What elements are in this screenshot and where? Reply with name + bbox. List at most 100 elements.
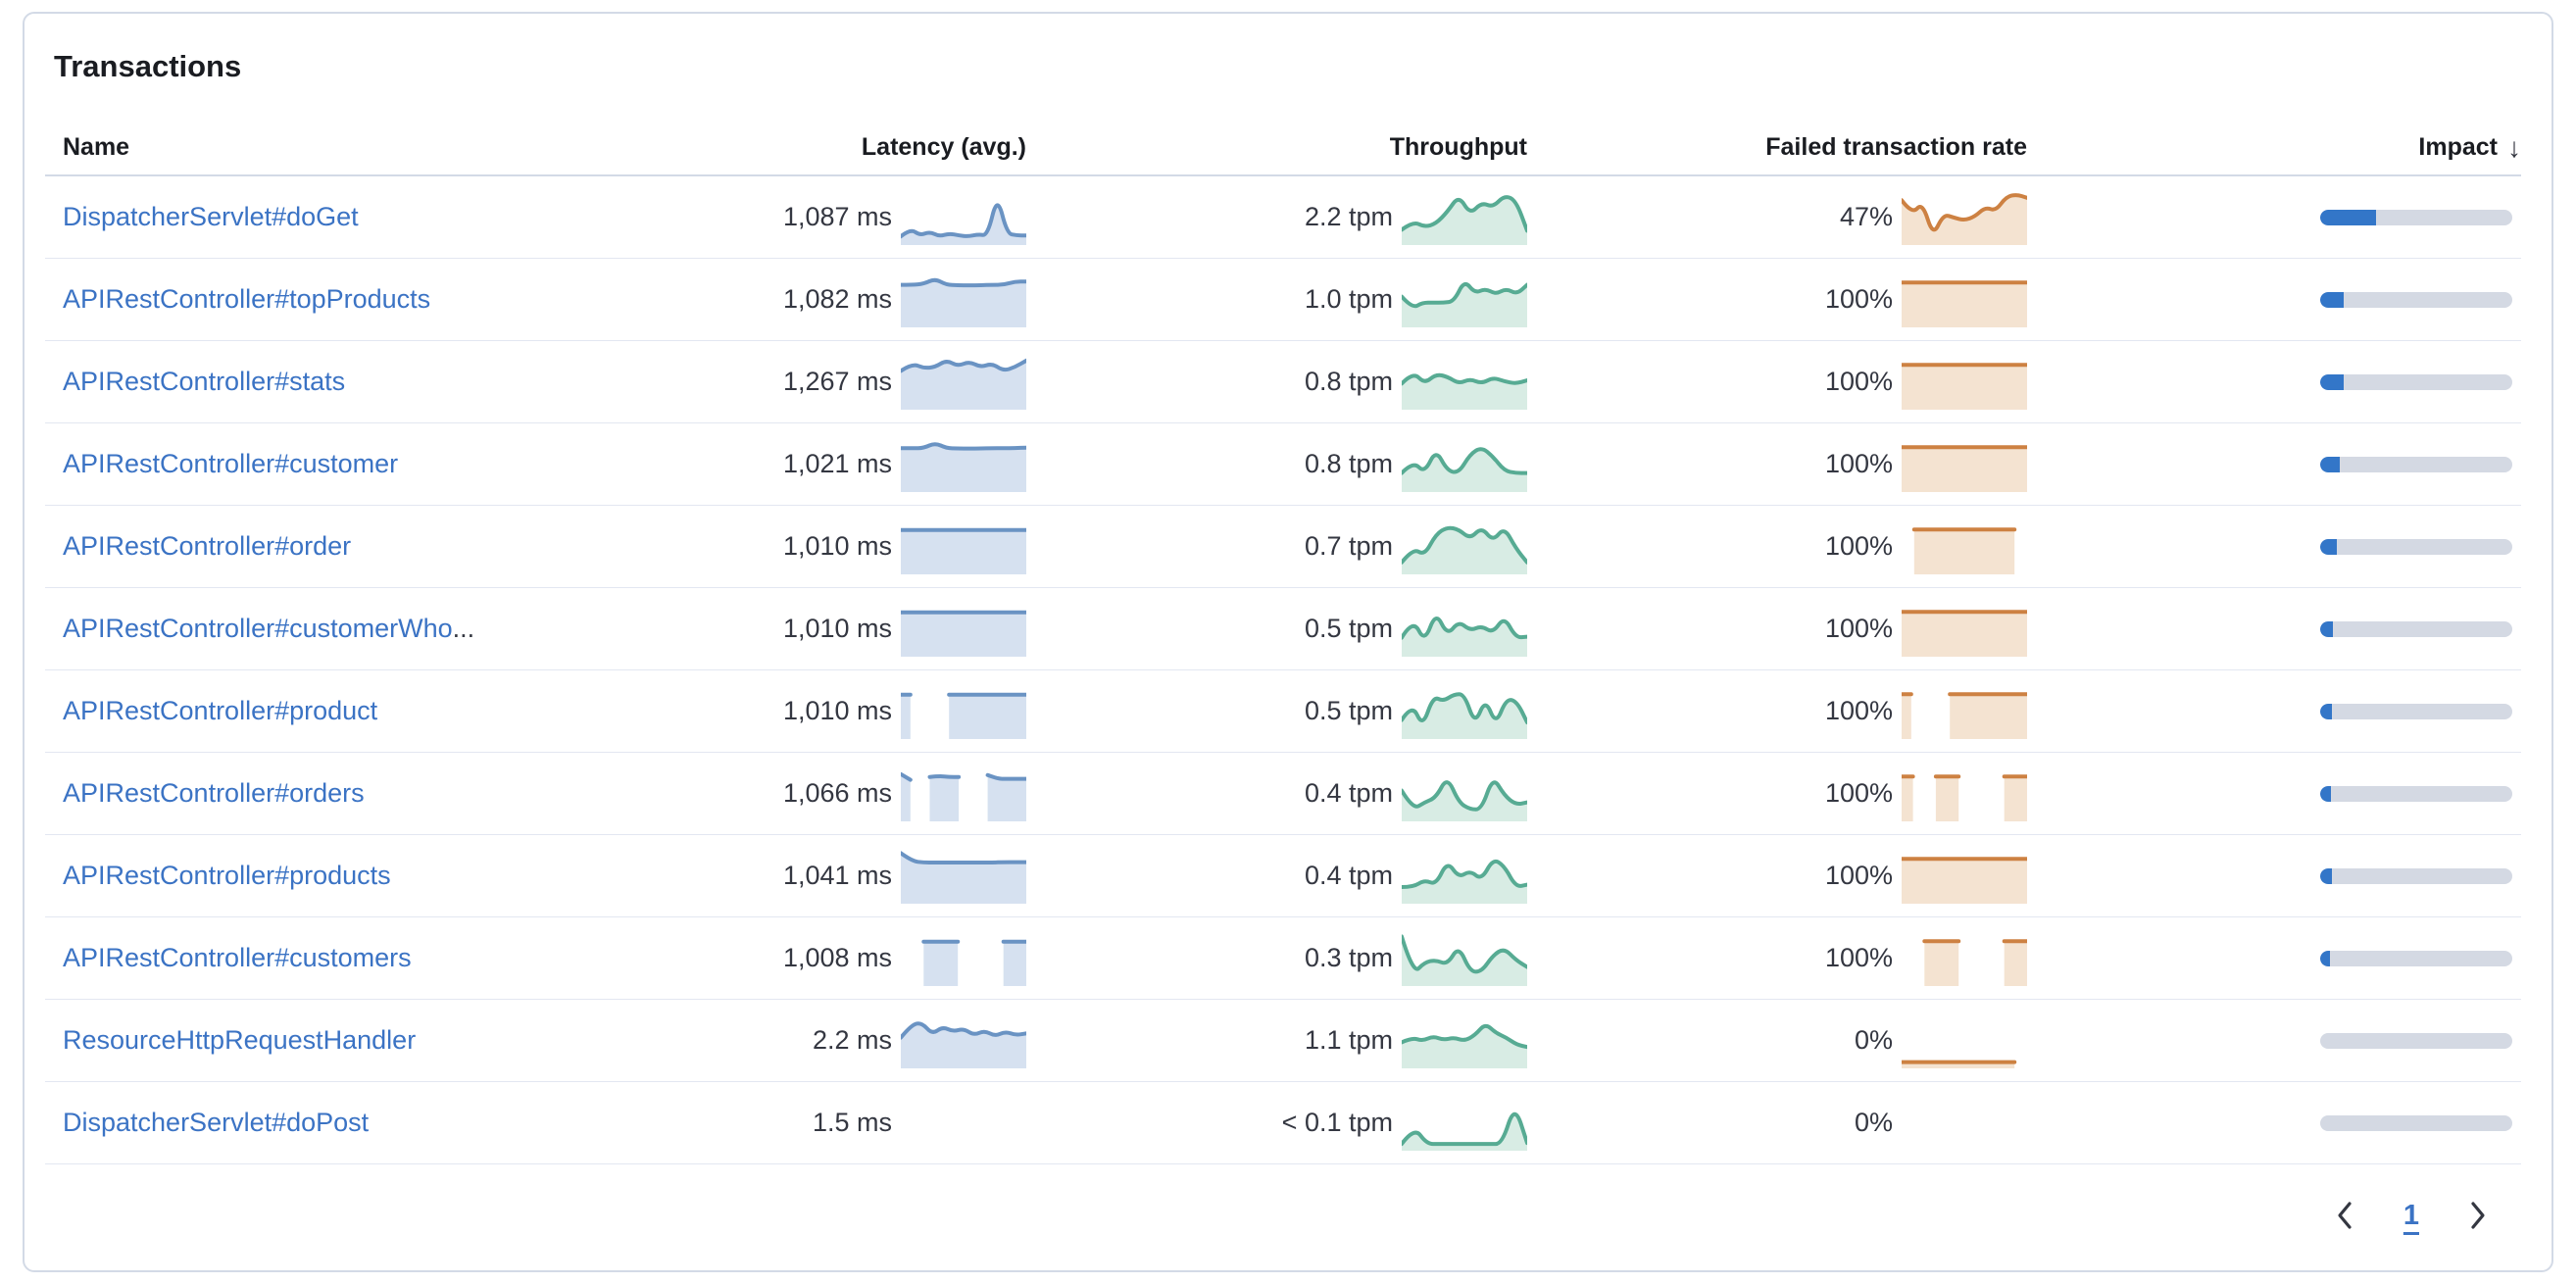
impact-bar-fill: [2320, 867, 2332, 884]
failed-rate-cell: 100%: [1527, 849, 2029, 904]
transaction-name-link[interactable]: ResourceHttpRequestHandler: [63, 1025, 417, 1055]
table-row: APIRestController#customer 1,021 ms 0.8 …: [45, 423, 2521, 506]
transactions-panel: Transactions Name Latency (avg.) Through…: [23, 12, 2553, 1272]
failed-rate-value: 0%: [1854, 1108, 1893, 1137]
table-row: APIRestController#products 1,041 ms 0.4 …: [45, 835, 2521, 917]
failed-rate-value: 100%: [1824, 778, 1893, 808]
impact-cell: [2027, 703, 2521, 719]
throughput-sparkline: [1400, 684, 1529, 739]
throughput-value: 0.8 tpm: [1304, 449, 1393, 478]
transaction-name-link[interactable]: DispatcherServlet#doPost: [63, 1108, 370, 1137]
failed-rate-value: 100%: [1824, 614, 1893, 643]
latency-value: 1,010 ms: [782, 614, 892, 643]
latency-sparkline: [901, 1096, 1026, 1151]
throughput-value: 0.5 tpm: [1304, 614, 1393, 643]
latency-value: 2.2 ms: [812, 1025, 892, 1055]
name-cell: APIRestController#customerWho...: [45, 614, 744, 644]
failed-rate-sparkline: [1900, 766, 2029, 821]
name-cell: APIRestController#orders: [45, 778, 744, 809]
transaction-name-link[interactable]: APIRestController#order: [63, 531, 352, 561]
impact-bar-fill: [2320, 373, 2344, 390]
throughput-value: 0.8 tpm: [1304, 367, 1393, 396]
table-row: APIRestController#topProducts 1,082 ms 1…: [45, 259, 2521, 341]
impact-bar-track: [2320, 785, 2512, 802]
latency-sparkline: [899, 519, 1028, 574]
impact-bar-track: [2320, 1114, 2512, 1131]
failed-rate-value: 100%: [1824, 449, 1893, 478]
name-cell: APIRestController#customer: [45, 449, 744, 479]
throughput-cell: 0.3 tpm: [1026, 931, 1529, 986]
impact-cell: [2027, 1114, 2521, 1131]
table-row: APIRestController#product 1,010 ms 0.5 t…: [45, 670, 2521, 753]
column-header-throughput[interactable]: Throughput: [1389, 132, 1527, 161]
latency-value: 1,087 ms: [782, 202, 892, 231]
transaction-name-link[interactable]: APIRestController#product: [63, 696, 378, 725]
throughput-cell: 0.8 tpm: [1026, 355, 1529, 410]
column-header-impact[interactable]: Impact ↓: [2027, 131, 2521, 163]
impact-cell: [2027, 1032, 2521, 1049]
throughput-cell: 0.5 tpm: [1026, 602, 1529, 657]
impact-bar-fill: [2320, 291, 2344, 308]
throughput-value: 2.2 tpm: [1304, 202, 1393, 231]
transaction-name-link[interactable]: APIRestController#orders: [63, 778, 365, 808]
impact-bar-fill: [2320, 620, 2333, 637]
latency-sparkline: [899, 849, 1028, 904]
previous-page-button[interactable]: [2327, 1196, 2362, 1235]
transaction-name-link[interactable]: APIRestController#customer: [63, 449, 399, 478]
table-row: DispatcherServlet#doPost 1.5 ms < 0.1 tp…: [45, 1082, 2521, 1164]
failed-rate-value: 100%: [1824, 696, 1893, 725]
next-page-button[interactable]: [2460, 1196, 2496, 1235]
latency-sparkline: [899, 684, 1028, 739]
latency-sparkline: [899, 602, 1028, 657]
failed-rate-value: 47%: [1839, 202, 1893, 231]
impact-cell: [2027, 950, 2521, 966]
column-header-latency[interactable]: Latency (avg.): [861, 132, 1026, 161]
throughput-sparkline: [1400, 437, 1529, 492]
latency-value: 1.5 ms: [812, 1108, 892, 1137]
failed-rate-sparkline: [1900, 1013, 2027, 1068]
column-header-failed-rate[interactable]: Failed transaction rate: [1765, 132, 2027, 161]
failed-rate-sparkline: [1900, 272, 2029, 327]
latency-sparkline: [901, 931, 1028, 986]
impact-bar-track: [2320, 1032, 2512, 1049]
failed-rate-cell: 100%: [1527, 602, 2029, 657]
failed-rate-sparkline: [1900, 190, 2029, 245]
failed-rate-cell: 47%: [1527, 190, 2029, 245]
transaction-name-link[interactable]: APIRestController#customerWho: [63, 614, 453, 643]
impact-cell: [2027, 785, 2521, 802]
latency-value: 1,066 ms: [782, 778, 892, 808]
throughput-cell: 2.2 tpm: [1026, 190, 1529, 245]
transaction-name-link[interactable]: APIRestController#topProducts: [63, 284, 431, 314]
transaction-name-link[interactable]: APIRestController#products: [63, 861, 391, 890]
impact-cell: [2027, 538, 2521, 555]
throughput-sparkline: [1400, 849, 1529, 904]
transaction-name-link[interactable]: DispatcherServlet#doGet: [63, 202, 359, 231]
impact-cell: [2027, 456, 2521, 472]
failed-rate-value: 0%: [1854, 1025, 1893, 1055]
failed-rate-sparkline: [1900, 437, 2029, 492]
throughput-value: 1.1 tpm: [1304, 1025, 1393, 1055]
table-row: DispatcherServlet#doGet 1,087 ms 2.2 tpm…: [45, 176, 2521, 259]
failed-rate-cell: 100%: [1527, 437, 2029, 492]
throughput-sparkline: [1400, 355, 1529, 410]
throughput-cell: < 0.1 tpm: [1026, 1096, 1529, 1151]
panel-title: Transactions: [54, 49, 242, 83]
throughput-cell: 0.7 tpm: [1026, 519, 1529, 574]
transaction-name-link[interactable]: APIRestController#customers: [63, 943, 412, 972]
page-1-button[interactable]: 1: [2403, 1199, 2419, 1231]
transaction-name-link[interactable]: APIRestController#stats: [63, 367, 346, 396]
failed-rate-sparkline: [1902, 931, 2029, 986]
failed-rate-cell: 100%: [1527, 519, 2027, 574]
throughput-value: 0.7 tpm: [1304, 531, 1393, 561]
name-cell: ResourceHttpRequestHandler: [45, 1025, 744, 1056]
table-header-row: Name Latency (avg.) Throughput Failed tr…: [45, 120, 2521, 176]
name-cell: APIRestController#order: [45, 531, 744, 562]
table-row: APIRestController#stats 1,267 ms 0.8 tpm…: [45, 341, 2521, 423]
failed-rate-sparkline: [1900, 849, 2029, 904]
latency-cell: 1,010 ms: [744, 684, 1028, 739]
throughput-sparkline: [1400, 519, 1529, 574]
latency-value: 1,082 ms: [782, 284, 892, 314]
name-cell: DispatcherServlet#doGet: [45, 202, 744, 232]
column-header-name: Name: [63, 132, 130, 161]
latency-value: 1,041 ms: [782, 861, 892, 890]
